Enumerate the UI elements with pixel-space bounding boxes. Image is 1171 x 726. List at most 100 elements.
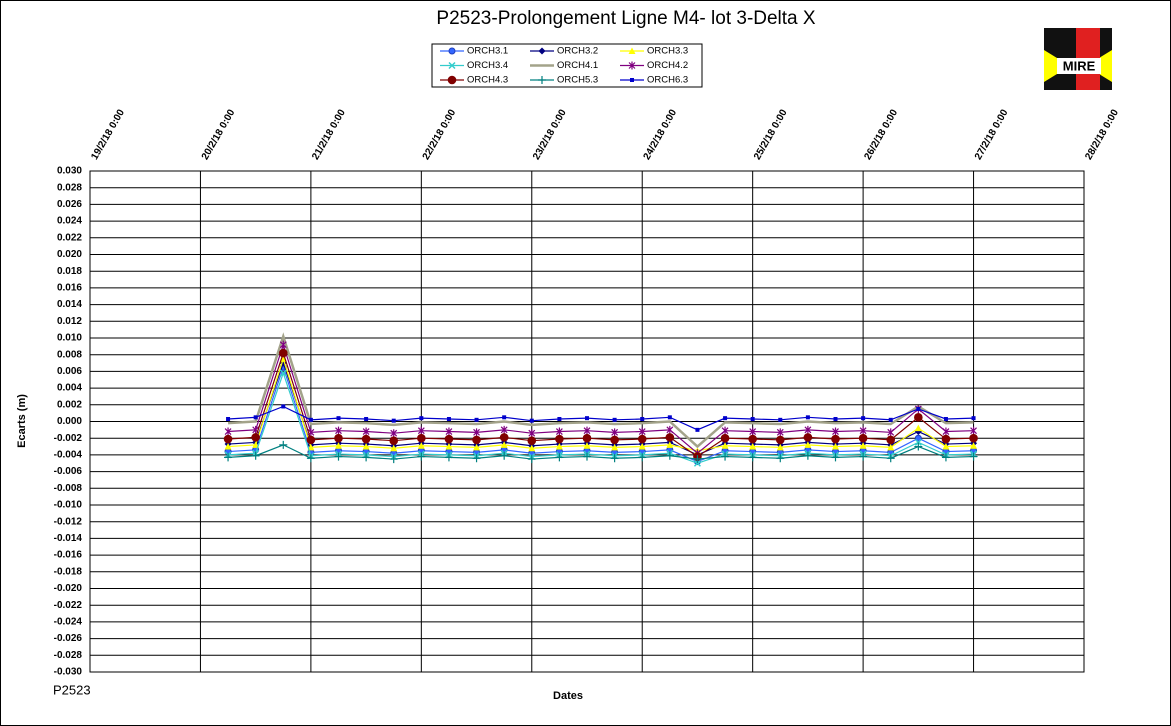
marker [585, 416, 589, 421]
marker [803, 451, 812, 460]
marker [444, 453, 453, 462]
y-tick-label: -0.018 [54, 566, 83, 577]
marker [775, 435, 785, 445]
marker [804, 425, 812, 434]
marker [362, 427, 370, 436]
y-tick-label: 0.020 [57, 249, 82, 260]
y-tick-label: -0.026 [54, 633, 83, 644]
marker [640, 416, 645, 421]
y-tick-label: 0.008 [57, 349, 82, 360]
marker [445, 427, 453, 436]
marker [279, 340, 287, 349]
marker [887, 443, 895, 451]
legend-label: ORCH6.3 [647, 75, 688, 86]
marker [693, 455, 702, 464]
y-tick-label: 0.010 [57, 333, 82, 344]
series-line [228, 365, 974, 463]
marker [971, 416, 976, 421]
marker [555, 434, 564, 444]
y-tick-label: 0.006 [57, 366, 82, 377]
y-tick-label: 0.026 [57, 199, 82, 210]
marker [419, 416, 424, 421]
marker [557, 416, 562, 421]
marker [914, 434, 922, 442]
marker [224, 443, 232, 450]
marker [499, 433, 509, 442]
marker [748, 434, 757, 444]
marker [555, 443, 563, 450]
marker [472, 435, 481, 445]
legend-label: ORCH4.2 [647, 60, 688, 71]
marker [555, 453, 564, 462]
footer: P2523 [53, 682, 91, 697]
marker [278, 348, 288, 358]
marker [942, 427, 950, 436]
series-line [228, 351, 974, 458]
legend-label: ORCH3.3 [647, 46, 688, 57]
marker [969, 433, 978, 443]
marker [538, 76, 546, 84]
marker [916, 406, 921, 411]
legend-items: ORCH3.1 ORCH3.2 ORCH3.3 ORCH3.4 ORCH4.1 ORCH4… [440, 46, 688, 86]
marker [630, 78, 634, 82]
series-line [228, 356, 974, 452]
series-line [228, 444, 974, 460]
marker [334, 433, 343, 443]
series [224, 340, 977, 458]
marker [527, 455, 536, 464]
marker [528, 429, 536, 438]
marker [638, 427, 646, 436]
marker [529, 418, 534, 423]
marker [886, 435, 896, 445]
marker [858, 433, 868, 443]
legend-label: ORCH5.3 [557, 75, 598, 86]
y-tick-label: -0.006 [54, 466, 83, 477]
marker [832, 443, 839, 450]
marker [279, 369, 287, 377]
y-axis-label: Ecarts (m) [16, 394, 28, 448]
marker [888, 417, 893, 422]
marker [805, 415, 810, 420]
marker [749, 443, 757, 450]
y-tick-label: 0.024 [57, 216, 82, 227]
marker [831, 453, 840, 462]
marker [538, 47, 546, 55]
y-tick-label: -0.022 [54, 600, 83, 611]
marker [667, 415, 672, 420]
y-tick-label: -0.024 [54, 617, 83, 628]
marker [361, 434, 371, 444]
y-tick-label: -0.008 [54, 483, 83, 494]
marker [861, 416, 866, 421]
marker [335, 426, 342, 435]
y-tick-label: -0.004 [54, 450, 83, 461]
marker [445, 443, 453, 450]
marker [803, 433, 813, 442]
series-line [228, 371, 974, 464]
marker [720, 433, 730, 443]
legend-label: ORCH3.2 [557, 46, 598, 57]
marker [502, 415, 507, 420]
marker [391, 418, 396, 423]
marker [472, 454, 481, 463]
marker [447, 75, 457, 85]
marker [776, 428, 784, 437]
marker [500, 425, 508, 434]
marker [448, 47, 456, 55]
marker [776, 454, 785, 463]
marker [444, 434, 454, 444]
marker [226, 416, 231, 421]
marker [610, 454, 619, 463]
marker [390, 444, 398, 452]
marker [252, 441, 260, 448]
marker [665, 451, 674, 460]
marker [417, 426, 425, 435]
marker [666, 425, 674, 434]
marker [666, 441, 674, 448]
marker [721, 452, 730, 461]
marker [778, 417, 783, 422]
marker [665, 433, 675, 442]
marker [281, 404, 286, 409]
marker [448, 61, 456, 70]
marker [473, 428, 480, 437]
